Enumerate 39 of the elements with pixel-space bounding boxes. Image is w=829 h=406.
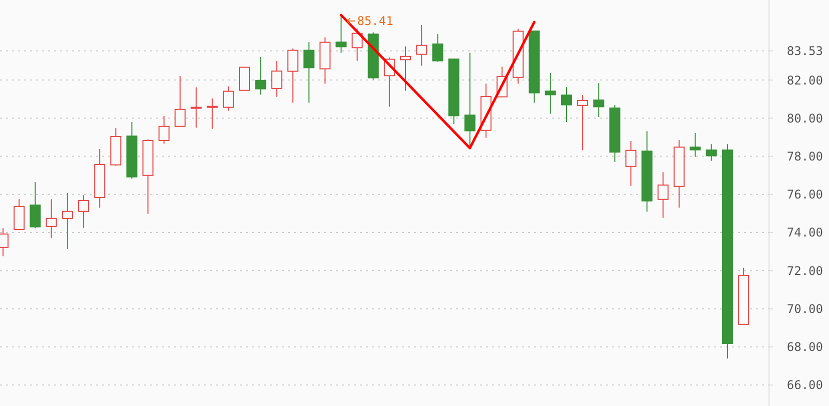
candlestick (14, 198, 25, 230)
candlestick (30, 182, 41, 229)
y-tick-label: 70.00 (786, 302, 823, 316)
candlestick (400, 46, 412, 92)
y-tick-label: 74.00 (786, 226, 823, 240)
candlestick (174, 76, 186, 127)
candlestick (255, 56, 266, 96)
y-tick-label: 78.00 (786, 150, 823, 164)
y-tick-label: 82.00 (786, 73, 823, 88)
y-tick-label: 68.00 (786, 340, 823, 354)
candlestick (560, 86, 572, 122)
y-tick-label: 76.00 (786, 188, 823, 202)
candlestick (62, 192, 73, 250)
candlestick (577, 94, 588, 151)
candlestick (625, 140, 636, 186)
candlestick (78, 194, 90, 228)
candlestick (352, 28, 363, 62)
candlestick (544, 72, 556, 114)
candlestick (222, 86, 234, 112)
candlestick (46, 198, 57, 238)
candlestick (190, 86, 202, 128)
candlestick (432, 34, 444, 62)
y-tick-label: 80.00 (786, 111, 823, 126)
candlestick (206, 98, 218, 130)
candlestick (158, 116, 170, 144)
candlestick (416, 24, 428, 66)
candlestick (593, 82, 604, 118)
y-tick-label: 72.00 (786, 264, 823, 278)
candlestick (658, 172, 669, 218)
candlestick (706, 144, 717, 162)
candlestick (239, 66, 250, 91)
candlestick (690, 132, 701, 158)
annotation: 85.41 (357, 14, 394, 28)
candlestick (303, 42, 314, 104)
y-tick-label: 83.53 (786, 44, 823, 58)
candlestick (271, 60, 282, 98)
y-tick-label: 66.00 (786, 378, 823, 392)
candlestick (464, 52, 476, 148)
candlestick (287, 48, 298, 104)
